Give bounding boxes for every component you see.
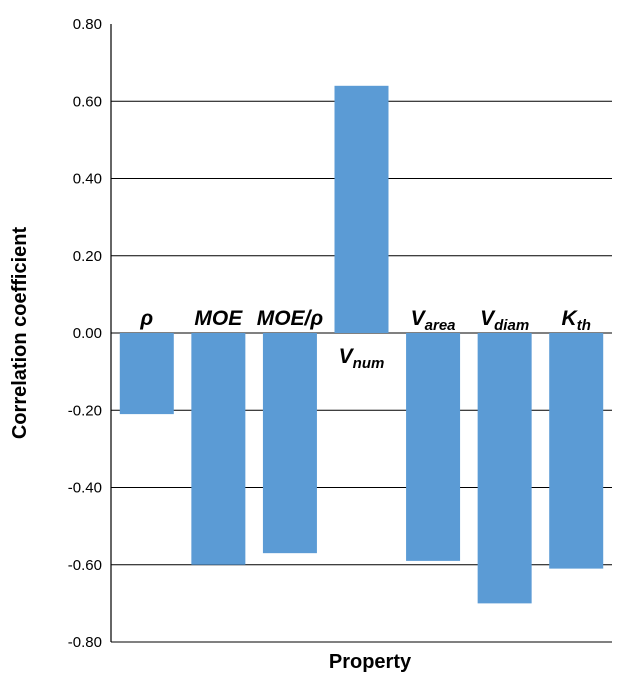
category-label: Vnum [339, 345, 385, 372]
bar [406, 333, 461, 561]
bar [334, 85, 389, 333]
y-tick-label: 0.00 [73, 325, 102, 342]
bar [191, 333, 246, 565]
category-label: MOE/ρ [257, 307, 324, 330]
category-label: MOE [194, 307, 243, 330]
y-tick-label: 0.20 [73, 248, 102, 265]
category-label: Varea [411, 307, 456, 334]
category-label: ρ [139, 307, 153, 330]
bar [477, 333, 532, 604]
y-tick-label: 0.80 [73, 16, 102, 33]
category-labels: ρ MOE MOE/ρ Vnum Varea Vdiam Kth [139, 307, 590, 372]
bar [119, 333, 174, 415]
bar [262, 333, 317, 554]
y-tick-label: -0.60 [68, 557, 102, 574]
bars [119, 85, 604, 604]
x-axis-title: Property [329, 651, 412, 673]
y-tick-label: -0.20 [68, 402, 102, 419]
y-tick-label: 0.60 [73, 93, 102, 110]
y-axis-title: Correlation coefficient [9, 227, 31, 440]
category-label: Vdiam [480, 307, 529, 334]
y-tick-label: -0.80 [68, 634, 102, 651]
y-tick-label: 0.40 [73, 171, 102, 188]
bar [549, 333, 604, 569]
y-tick-labels: 0.80 0.60 0.40 0.20 0.00 -0.20 -0.40 -0.60 -0.80 [68, 16, 102, 651]
y-tick-label: -0.40 [68, 480, 102, 497]
category-label: Kth [562, 307, 591, 334]
